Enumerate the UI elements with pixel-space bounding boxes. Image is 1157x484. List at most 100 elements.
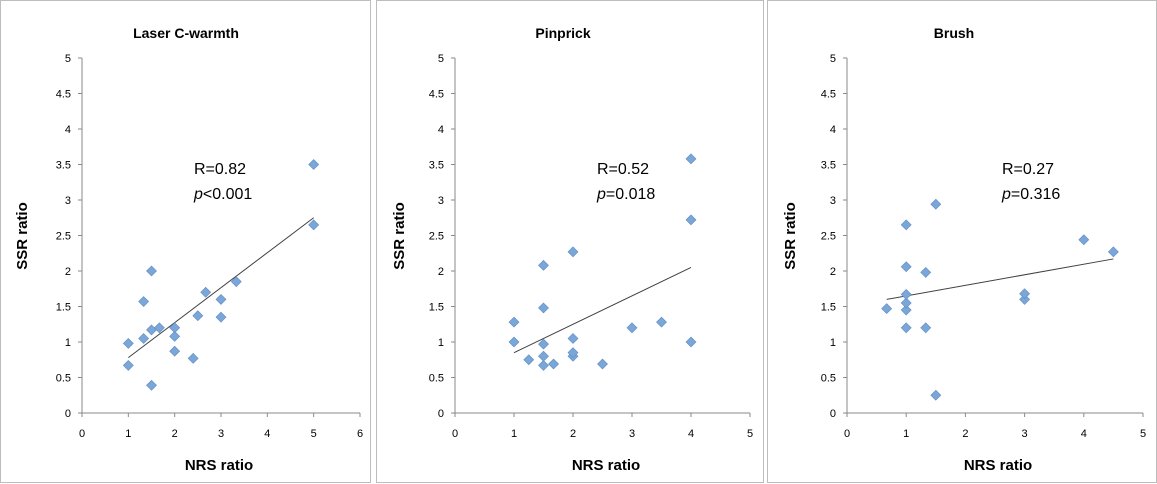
- data-point: [508, 316, 520, 328]
- data-point: [900, 297, 912, 309]
- data-point: [169, 345, 181, 357]
- data-point: [1019, 288, 1031, 300]
- x-axis-label: NRS ratio: [185, 457, 253, 474]
- chart-panel-brush: Brush R=0.27 p=0.316 NRS ratio SSR ratio…: [767, 0, 1157, 483]
- scatter-chart-pinprick: Pinprick R=0.52 p=0.018 NRS ratio SSR ra…: [391, 25, 753, 474]
- data-point: [900, 322, 912, 334]
- y-tick-label: 0.5: [429, 373, 444, 385]
- data-point: [567, 347, 579, 359]
- y-tick-label: 2: [830, 266, 836, 278]
- y-tick-label: 2.5: [429, 231, 444, 243]
- data-point: [169, 330, 181, 342]
- y-tick-label: 5: [830, 53, 836, 65]
- data-point: [567, 333, 579, 344]
- data-point: [685, 214, 697, 226]
- y-tick-label: 3.5: [821, 160, 836, 172]
- p-value-text: p<0.001: [193, 186, 252, 203]
- data-point: [138, 296, 150, 307]
- x-tick-label: 4: [688, 428, 694, 440]
- chart-title: Brush: [934, 25, 974, 41]
- y-tick-label: 0: [830, 408, 836, 420]
- trendline: [513, 266, 692, 354]
- x-tick-label: 1: [125, 428, 131, 440]
- x-tick-label: 5: [311, 428, 317, 440]
- data-point: [146, 324, 157, 336]
- y-tick-label: 1.5: [56, 302, 71, 314]
- y-tick-label: 3: [65, 195, 71, 207]
- plot-area: 0 0.5 1 1.5 2 2.5 3 3.5 4 4.5 5 0 1 2 3 4 5: [821, 53, 1146, 440]
- chart-title: Laser C-warmth: [133, 25, 239, 41]
- data-point: [920, 322, 932, 334]
- y-tick-label: 4.5: [56, 89, 71, 101]
- x-axis-label: NRS ratio: [964, 457, 1032, 474]
- x-tick-label: 2: [172, 428, 178, 440]
- data-point: [187, 352, 199, 364]
- x-tick-label: 1: [511, 428, 517, 440]
- data-point: [900, 289, 912, 300]
- y-tick-label: 1: [438, 337, 444, 349]
- data-point: [881, 303, 893, 315]
- p-value-text: p=0.316: [1001, 186, 1060, 203]
- y-tick-label: 0: [65, 408, 71, 420]
- y-tick-label: 4: [65, 124, 71, 136]
- data-point: [308, 159, 320, 170]
- y-axis-label: SSR ratio: [14, 202, 31, 270]
- x-tick-label: 0: [452, 428, 458, 440]
- data-point: [230, 276, 242, 288]
- data-point: [523, 354, 535, 366]
- data-point: [685, 336, 697, 348]
- plot-area: 0 0.5 1 1.5 2 2.5 3 3.5 4 4.5 5 0 1 2 3 4 5: [429, 53, 753, 440]
- y-tick-label: 2.5: [56, 231, 71, 243]
- data-point: [597, 358, 608, 370]
- y-tick-label: 4: [438, 124, 444, 136]
- y-tick-label: 1.5: [429, 302, 444, 314]
- data-point: [146, 265, 157, 277]
- y-tick-label: 0.5: [56, 373, 71, 385]
- data-point: [1019, 293, 1031, 305]
- data-point: [215, 293, 227, 305]
- x-tick-label: 6: [357, 428, 363, 440]
- x-tick-label: 5: [1140, 428, 1146, 440]
- scatter-chart-laser: Laser C-warmth R=0.82 p<0.001 NRS ratio …: [14, 25, 363, 474]
- data-point: [200, 286, 212, 298]
- x-tick-label: 4: [1081, 428, 1087, 440]
- chart-panel-laser-c-warmth: Laser C-warmth R=0.82 p<0.001 NRS ratio …: [0, 0, 371, 483]
- scatter-chart-brush: Brush R=0.27 p=0.316 NRS ratio SSR ratio…: [782, 25, 1146, 474]
- data-point: [122, 337, 134, 349]
- data-point: [900, 219, 912, 231]
- x-tick-label: 5: [747, 428, 753, 440]
- data-point: [1078, 234, 1090, 246]
- x-tick-label: 1: [903, 428, 909, 440]
- data-point: [567, 246, 579, 258]
- y-tick-label: 4.5: [429, 89, 444, 101]
- y-axis-label: SSR ratio: [391, 202, 408, 270]
- y-tick-label: 3: [830, 195, 836, 207]
- data-point: [146, 379, 157, 391]
- y-tick-label: 5: [438, 53, 444, 65]
- data-point: [153, 322, 165, 334]
- x-tick-label: 3: [629, 428, 635, 440]
- r-value-text: R=0.52: [597, 161, 649, 178]
- y-axis-label: SSR ratio: [782, 202, 799, 270]
- y-tick-label: 2.5: [821, 231, 836, 243]
- y-tick-label: 2: [65, 266, 71, 278]
- x-tick-label: 4: [264, 428, 270, 440]
- r-value-text: R=0.27: [1002, 161, 1054, 178]
- data-point: [308, 219, 320, 231]
- trendline: [128, 217, 314, 359]
- x-tick-label: 2: [962, 428, 968, 440]
- data-point: [138, 333, 150, 344]
- plot-area: 0 0.5 1 1.5 2 2.5 3 3.5 4 4.5 5 0 1 2 3 4 5 6: [56, 53, 363, 440]
- data-point: [930, 389, 942, 401]
- chart-title: Pinprick: [535, 25, 590, 41]
- y-tick-label: 0: [438, 408, 444, 420]
- data-point: [538, 360, 549, 371]
- data-point: [538, 350, 549, 362]
- x-tick-label: 0: [844, 428, 850, 440]
- data-point: [538, 259, 549, 271]
- y-tick-label: 4.5: [821, 89, 836, 101]
- x-tick-label: 0: [79, 428, 85, 440]
- chart-panel-pinprick: Pinprick R=0.52 p=0.018 NRS ratio SSR ra…: [376, 0, 764, 483]
- y-tick-label: 0.5: [821, 373, 836, 385]
- data-point: [685, 153, 697, 165]
